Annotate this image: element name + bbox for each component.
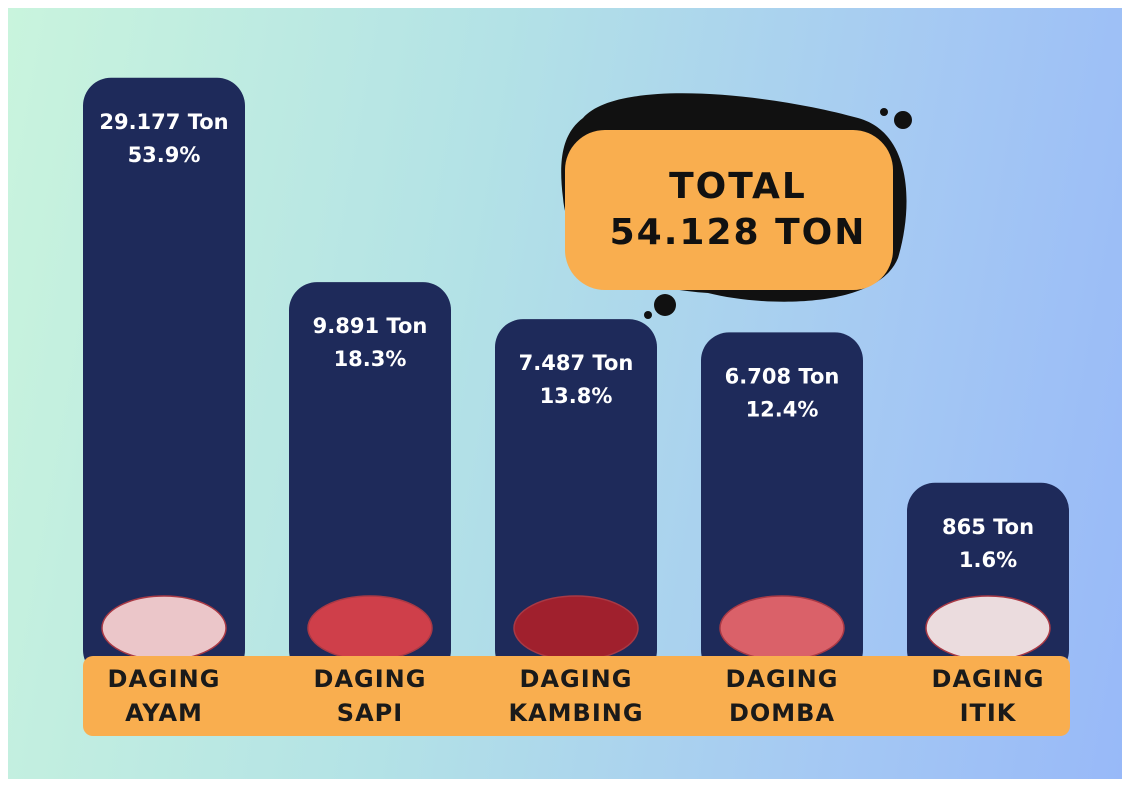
meat-illustration [308,596,432,660]
meat-illustration [514,596,638,660]
total-value: 54.128 TON [610,212,867,253]
share-label: 13.8% [540,384,613,408]
value-label: 7.487 Ton [519,351,634,375]
value-label: 29.177 Ton [99,110,228,134]
badge-box [565,130,893,290]
infographic: TOTAL 54.128 TON 29.177 Ton 53.9% 9.891 To… [8,8,1122,779]
share-label: 1.6% [959,548,1017,572]
share-label: 12.4% [746,397,819,421]
badge-dot [644,311,652,319]
badge-dot [894,111,912,129]
category-label: DAGING DOMBA [707,662,857,730]
badge-dot [654,294,676,316]
share-label: 18.3% [334,347,407,371]
category-label: DAGING KAMBING [501,662,651,730]
meat-illustration [102,596,226,660]
value-label: 865 Ton [942,515,1034,539]
value-label: 9.891 Ton [313,314,428,338]
meat-illustration [720,596,844,660]
share-label: 53.9% [128,143,201,167]
bar [83,78,245,678]
category-label: DAGING ITIK [913,662,1063,730]
meat-illustration [926,596,1050,660]
category-label: DAGING AYAM [89,662,239,730]
category-label: DAGING SAPI [295,662,445,730]
value-label: 6.708 Ton [725,364,840,388]
badge-dot [880,108,888,116]
page: {"chart_data": {"type": "bar", "categori… [0,0,1130,787]
total-title: TOTAL [669,166,807,207]
total-badge: TOTAL 54.128 TON [561,93,912,319]
